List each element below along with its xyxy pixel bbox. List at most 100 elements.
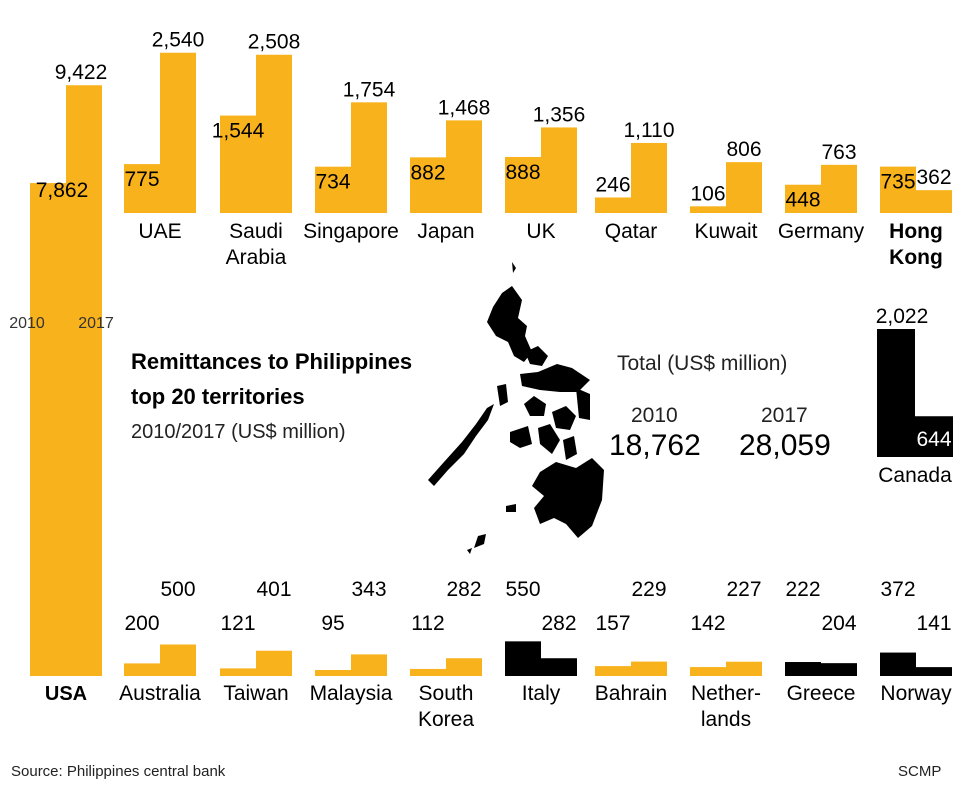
value-label-italy-2010: 550: [505, 578, 540, 601]
bar-canada-2017: [915, 416, 953, 457]
category-label-greece: Greece: [787, 682, 856, 705]
value-label-qatar-2017: 1,110: [624, 119, 675, 142]
value-label-uae-2010: 775: [124, 168, 159, 191]
category-label-uae: UAE: [138, 220, 181, 243]
bar-hong-kong-2010: [880, 166, 916, 213]
category-label-saudi-arabia-2: Arabia: [226, 246, 287, 269]
value-label-norway-2010: 372: [880, 578, 915, 601]
credit-logo: SCMP: [898, 763, 942, 780]
value-label-qatar-2010: 246: [595, 173, 630, 196]
category-label-kuwait: Kuwait: [694, 220, 757, 243]
bar-usa-2010: [30, 183, 66, 676]
bar-uae-2010: [124, 164, 160, 213]
value-label-usa-2017: 9,422: [55, 61, 108, 84]
value-label-germany-2017: 763: [821, 141, 856, 164]
bar-hong-kong-2017: [916, 190, 952, 213]
bar-uae-2017: [160, 52, 196, 214]
bar-netherlands-2010: [690, 667, 726, 676]
philippines-map: [428, 262, 604, 554]
bar-norway-2017: [916, 667, 952, 676]
value-label-singapore-2010: 734: [315, 171, 350, 194]
value-label-uae-2017: 2,540: [152, 29, 205, 52]
category-label-netherlands-1: Nether-: [691, 682, 761, 705]
category-label-australia: Australia: [119, 682, 201, 705]
totals-value-2017: 28,059: [739, 429, 831, 462]
bar-uk-2017: [541, 127, 577, 213]
bar-saudi-arabia-2010: [220, 115, 256, 213]
value-label-saudi-arabia-2017: 2,508: [248, 31, 301, 54]
value-label-saudi-arabia-2010: 1,544: [212, 120, 265, 143]
totals-year-2010: 2010: [631, 404, 678, 427]
value-label-south-korea-2017: 282: [446, 578, 481, 601]
category-label-japan: Japan: [417, 220, 474, 243]
bar-taiwan-2010: [220, 668, 256, 676]
value-label-hong-kong-2017: 362: [916, 166, 951, 189]
value-label-canada-2017: 644: [916, 428, 951, 451]
value-label-malaysia-2017: 343: [351, 578, 386, 601]
value-label-japan-2017: 1,468: [438, 96, 491, 119]
chart-subtitle: 2010/2017 (US$ million): [131, 421, 346, 443]
bar-italy-2010: [505, 641, 541, 676]
category-label-usa: USA: [45, 683, 87, 705]
bar-taiwan-2017: [256, 650, 292, 676]
value-label-australia-2017: 500: [160, 578, 195, 601]
value-label-uk-2010: 888: [505, 161, 540, 184]
value-label-canada-2010: 2,022: [876, 305, 929, 328]
bar-malaysia-2010: [315, 670, 351, 676]
bar-qatar-2010: [595, 197, 631, 213]
value-label-bahrain-2010: 157: [595, 612, 630, 635]
bar-saudi-arabia-2017: [256, 54, 292, 213]
value-label-netherlands-2017: 227: [726, 578, 761, 601]
category-label-hong-kong-2: Kong: [889, 246, 943, 269]
bar-germany-2017: [821, 164, 857, 213]
category-label-singapore: Singapore: [303, 220, 399, 243]
bar-qatar-2017: [631, 142, 667, 213]
category-label-qatar: Qatar: [605, 220, 658, 243]
bar-singapore-2010: [315, 166, 351, 213]
category-label-malaysia: Malaysia: [310, 682, 393, 705]
bar-germany-2010: [785, 184, 821, 213]
bar-australia-2010: [124, 663, 160, 676]
value-label-greece-2010: 222: [785, 578, 820, 601]
value-label-japan-2010: 882: [410, 161, 445, 184]
value-label-italy-2017: 282: [541, 612, 576, 635]
value-label-greece-2017: 204: [821, 612, 856, 635]
chart-title-line2: top 20 territories: [131, 384, 305, 409]
totals-value-2010: 18,762: [609, 429, 701, 462]
value-label-malaysia-2010: 95: [321, 612, 344, 635]
value-label-norway-2017: 141: [916, 612, 951, 635]
usa-legend-2017: 2017: [78, 315, 114, 332]
bar-canada-2010: [877, 329, 915, 457]
value-label-south-korea-2010: 112: [411, 612, 444, 635]
value-label-hong-kong-2010: 735: [880, 171, 915, 194]
category-label-saudi-arabia-1: Saudi: [229, 220, 283, 243]
bar-malaysia-2017: [351, 654, 387, 676]
bar-kuwait-2010: [690, 206, 726, 213]
chart-title-line1: Remittances to Philippines: [131, 349, 413, 374]
category-label-netherlands-2: lands: [701, 708, 751, 731]
category-label-uk: UK: [526, 220, 555, 243]
value-label-australia-2010: 200: [124, 612, 159, 635]
totals-label: Total (US$ million): [617, 352, 788, 375]
value-label-uk-2017: 1,356: [533, 103, 586, 126]
bar-singapore-2017: [351, 102, 387, 213]
category-label-hong-kong-1: Hong: [889, 220, 943, 243]
bar-bahrain-2010: [595, 666, 631, 676]
source-note: Source: Philippines central bank: [11, 763, 226, 780]
value-label-kuwait-2010: 106: [690, 182, 725, 205]
category-label-norway: Norway: [880, 682, 952, 705]
bar-japan-2017: [446, 120, 482, 213]
bar-greece-2010: [785, 662, 821, 676]
bar-south-korea-2017: [446, 658, 482, 676]
bar-australia-2017: [160, 644, 196, 676]
value-label-usa-2010: 7,862: [36, 179, 89, 202]
category-label-taiwan: Taiwan: [223, 682, 288, 705]
bar-norway-2010: [880, 652, 916, 676]
usa-legend-2010: 2010: [9, 315, 45, 332]
value-label-germany-2010: 448: [785, 189, 820, 212]
bar-bahrain-2017: [631, 661, 667, 676]
category-label-italy: Italy: [522, 682, 561, 705]
category-label-bahrain: Bahrain: [595, 682, 667, 705]
